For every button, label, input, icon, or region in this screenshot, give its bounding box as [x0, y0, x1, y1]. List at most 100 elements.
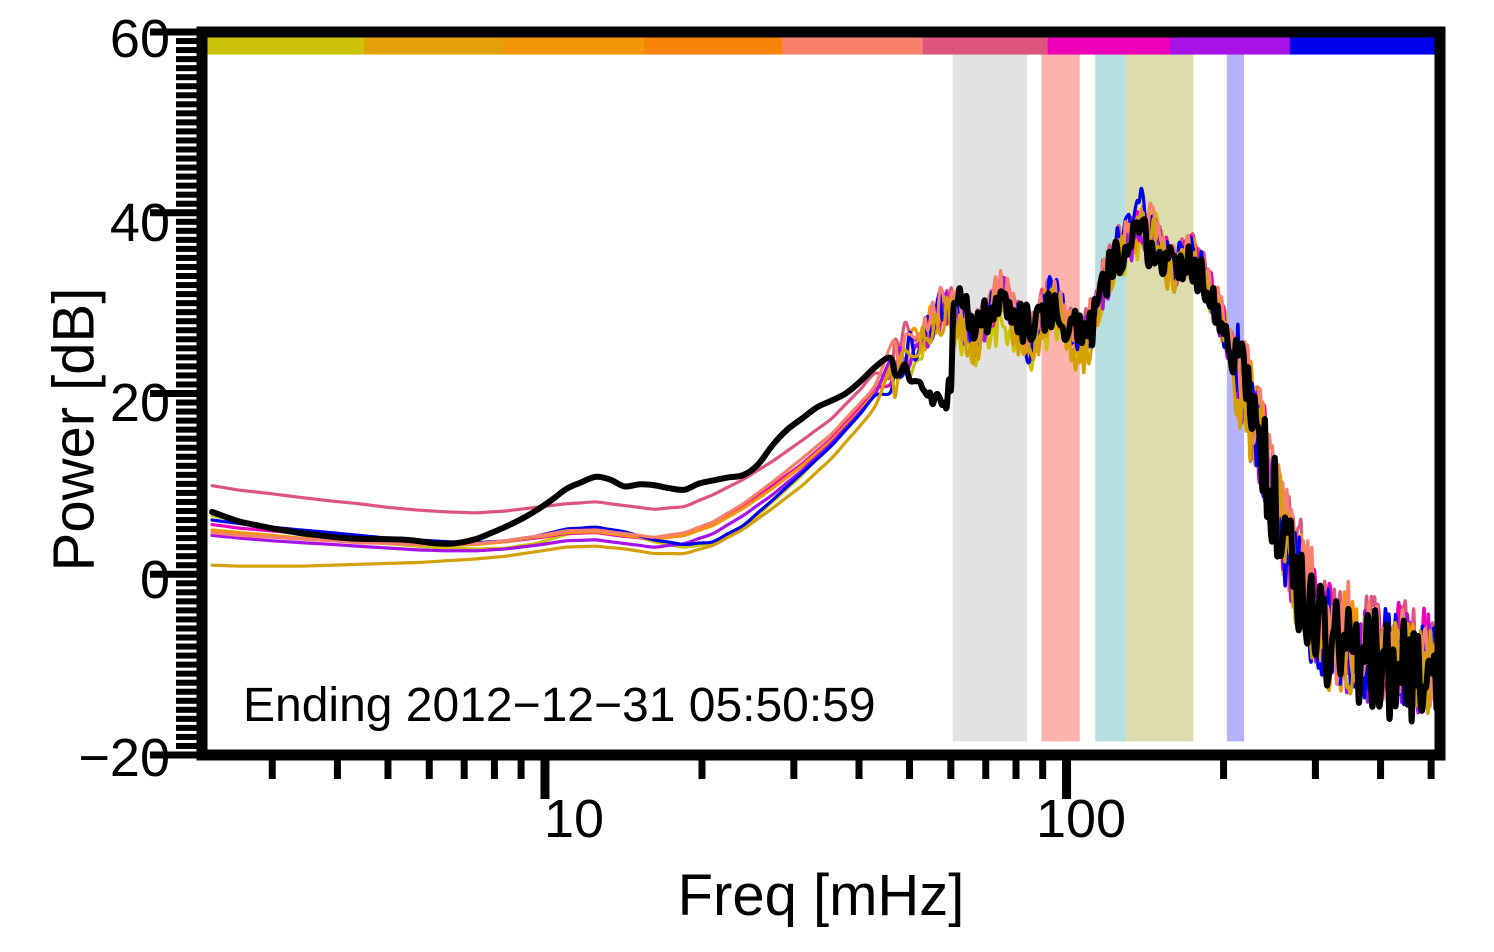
y-minor-tick [176, 715, 202, 722]
x-minor-tick [333, 755, 341, 779]
y-minor-tick [176, 670, 202, 677]
x-tick-label: 100 [1035, 789, 1127, 849]
colorbar-segment [1289, 36, 1441, 55]
colorbar-segment [1047, 36, 1171, 55]
x-minor-tick [1039, 755, 1047, 779]
y-minor-tick [176, 517, 202, 524]
y-minor-tick [176, 616, 202, 623]
y-minor-tick [176, 273, 202, 280]
y-minor-tick [176, 227, 202, 234]
y-minor-tick [176, 164, 202, 171]
colorbar-segment [202, 36, 365, 55]
y-minor-tick [176, 327, 202, 334]
y-minor-tick [176, 435, 202, 442]
x-major-tick [1062, 755, 1072, 799]
axis-frame-bottom [196, 749, 1446, 761]
x-minor-tick [1311, 755, 1319, 779]
y-minor-tick [176, 65, 202, 72]
y-minor-tick [176, 146, 202, 153]
shaded-frequency-band [1125, 50, 1194, 742]
y-minor-tick [176, 110, 202, 117]
y-minor-tick [176, 688, 202, 695]
x-minor-tick [384, 755, 392, 779]
y-minor-tick [176, 236, 202, 243]
y-minor-tick [176, 38, 202, 45]
x-minor-tick [947, 755, 955, 779]
y-minor-tick [176, 336, 202, 343]
x-minor-tick [490, 755, 498, 779]
colorbar-segment [502, 36, 645, 55]
y-minor-tick [176, 399, 202, 406]
y-minor-tick [176, 526, 202, 533]
x-minor-tick [460, 755, 468, 779]
x-minor-tick [1427, 755, 1435, 779]
shaded-frequency-band [1041, 50, 1080, 742]
y-minor-tick [176, 92, 202, 99]
y-major-tick [150, 209, 202, 217]
y-minor-tick [176, 245, 202, 252]
x-minor-tick [698, 755, 706, 779]
y-minor-tick [176, 101, 202, 108]
y-minor-tick [176, 444, 202, 451]
y-minor-tick [176, 706, 202, 713]
y-minor-tick [176, 119, 202, 126]
colorbar-segment [364, 36, 504, 55]
y-minor-tick [176, 381, 202, 388]
y-minor-tick [176, 598, 202, 605]
y-minor-tick [176, 155, 202, 162]
spectrum-line [210, 210, 1439, 720]
y-minor-tick [176, 408, 202, 415]
y-minor-tick [176, 553, 202, 560]
y-minor-tick [176, 471, 202, 478]
y-minor-tick [176, 56, 202, 63]
y-minor-tick [176, 363, 202, 370]
y-tick-label-group: 60 40 20 0 −20 [60, 0, 170, 952]
y-minor-tick [176, 282, 202, 289]
colorbar-segment [1170, 36, 1291, 55]
y-minor-tick [176, 218, 202, 225]
y-minor-tick [176, 489, 202, 496]
y-minor-tick [176, 462, 202, 469]
x-minor-tick [1220, 755, 1228, 779]
mean-spectrum-line [209, 216, 1440, 725]
y-major-tick [150, 751, 202, 759]
y-major-tick [150, 390, 202, 397]
y-minor-tick [176, 354, 202, 361]
colorbar-segment [782, 36, 924, 55]
y-minor-tick [176, 128, 202, 135]
x-minor-tick [982, 755, 990, 779]
y-minor-tick [176, 417, 202, 424]
axis-frame-top [196, 26, 1446, 38]
x-minor-tick [517, 755, 525, 779]
y-major-tick [150, 28, 202, 36]
y-minor-tick [176, 643, 202, 650]
x-axis-title: Freq [mHz] [677, 863, 965, 928]
x-tick-label: 10 [543, 789, 605, 849]
y-minor-tick [176, 661, 202, 668]
y-minor-tick [176, 173, 202, 180]
y-tick-label: 0 [139, 550, 170, 610]
y-tick-label: 20 [109, 373, 170, 433]
y-minor-tick [176, 291, 202, 298]
y-minor-tick [176, 562, 202, 569]
y-minor-tick [176, 544, 202, 551]
colorbar-segment [922, 36, 1049, 55]
y-minor-tick [176, 580, 202, 587]
x-minor-tick [1377, 755, 1385, 779]
shaded-frequency-band [952, 50, 1028, 742]
x-minor-tick [268, 755, 276, 779]
y-minor-tick [176, 318, 202, 325]
y-minor-tick [176, 679, 202, 686]
y-minor-tick [176, 309, 202, 316]
spectrum-line [210, 207, 1439, 711]
y-minor-tick [176, 372, 202, 379]
y-minor-tick [176, 83, 202, 90]
y-minor-tick [176, 254, 202, 261]
y-minor-tick [176, 742, 202, 749]
y-minor-tick [176, 697, 202, 704]
y-minor-tick [176, 426, 202, 433]
shaded-frequency-band [1095, 50, 1126, 742]
y-minor-tick [176, 74, 202, 81]
y-minor-tick [176, 724, 202, 731]
